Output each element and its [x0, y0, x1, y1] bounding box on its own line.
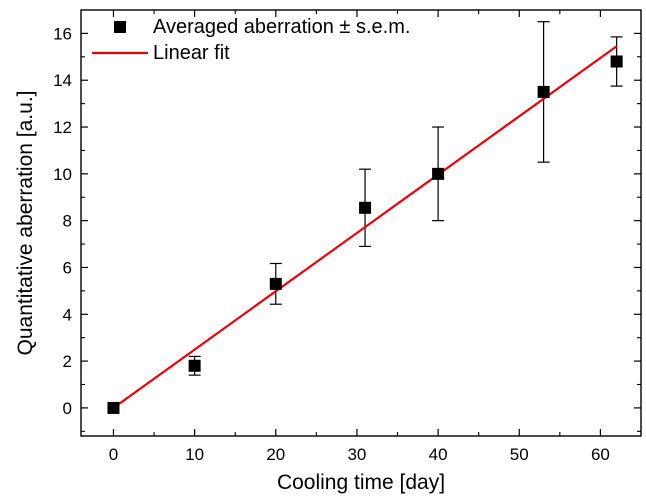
- x-tick-label: 0: [109, 445, 118, 464]
- x-tick-label: 30: [347, 445, 366, 464]
- y-axis-title: Quantitative aberration [a.u.]: [14, 91, 37, 356]
- x-axis-title: Cooling time [day]: [277, 471, 445, 494]
- x-tick-label: 40: [429, 445, 448, 464]
- plot-border: [80, 9, 642, 437]
- fit-lines: [112, 45, 618, 409]
- x-tick-label: 20: [266, 445, 285, 464]
- y-tick-label: 6: [63, 258, 72, 277]
- legend-label: Averaged aberration ± s.e.m.: [153, 16, 410, 38]
- data-point: [188, 359, 201, 372]
- x-axis-ticks: 0 10 20 30 40 50 60: [109, 10, 610, 464]
- legend: Averaged aberration ± s.e.m. Linear fit: [92, 16, 410, 64]
- y-tick-label: 16: [53, 24, 72, 43]
- linear-fit-line: [112, 45, 618, 409]
- y-tick-label: 10: [53, 165, 72, 184]
- legend-label: Linear fit: [153, 42, 230, 64]
- data-points: [107, 55, 623, 414]
- y-tick-label: 12: [53, 118, 72, 137]
- data-point: [432, 167, 445, 180]
- data-point: [537, 85, 550, 98]
- y-tick-label: 8: [63, 212, 72, 231]
- y-tick-label: 2: [63, 352, 72, 371]
- data-point: [610, 55, 623, 68]
- x-tick-label: 60: [591, 445, 610, 464]
- y-tick-label: 0: [63, 399, 72, 418]
- x-tick-label: 10: [185, 445, 204, 464]
- y-tick-label: 4: [63, 305, 72, 324]
- data-point: [107, 401, 120, 414]
- legend-square-marker: [114, 21, 126, 33]
- y-axis-ticks: 0 2 4 6 8 10 12 14 16: [53, 24, 641, 432]
- axis-frame: [80, 9, 642, 437]
- y-tick-label: 14: [53, 71, 72, 90]
- x-tick-label: 50: [510, 445, 529, 464]
- data-point: [269, 277, 282, 290]
- data-point: [359, 201, 372, 214]
